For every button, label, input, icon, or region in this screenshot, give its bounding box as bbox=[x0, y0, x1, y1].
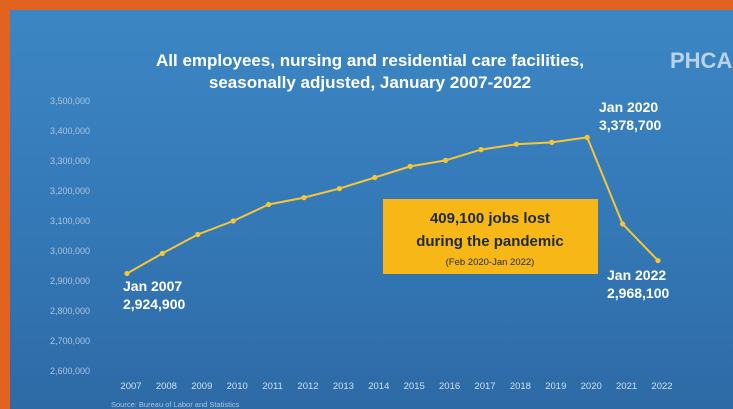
x-tick-label: 2022 bbox=[651, 381, 672, 392]
y-tick-label: 3,400,000 bbox=[50, 126, 90, 136]
annotation-start-label: Jan 2007 bbox=[123, 278, 182, 294]
annotation-end-value: 2,968,100 bbox=[607, 285, 669, 301]
annotation-peak: Jan 2020 3,378,700 bbox=[599, 99, 661, 133]
x-tick-label: 2021 bbox=[616, 381, 637, 392]
y-tick-label: 3,300,000 bbox=[50, 156, 90, 166]
callout-line-3: (Feb 2020-Jan 2022) bbox=[446, 257, 535, 268]
y-axis-ticks: 3,500,000 3,400,000 3,300,000 3,200,000 3,10… bbox=[50, 96, 90, 376]
x-tick-label: 2020 bbox=[581, 381, 602, 392]
data-point bbox=[336, 186, 342, 192]
x-tick-label: 2011 bbox=[262, 381, 282, 392]
callout-line-1: 409,100 jobs lost bbox=[430, 210, 550, 227]
x-tick-label: 2007 bbox=[120, 381, 141, 392]
data-point bbox=[513, 141, 519, 147]
data-point bbox=[443, 157, 449, 163]
x-tick-label: 2015 bbox=[404, 381, 425, 392]
data-point bbox=[620, 221, 626, 227]
annotation-end: Jan 2022 2,968,100 bbox=[607, 267, 669, 301]
annotation-start-value: 2,924,900 bbox=[123, 296, 185, 312]
data-point bbox=[549, 139, 555, 145]
data-point bbox=[655, 257, 661, 264]
x-tick-label: 2019 bbox=[545, 381, 566, 392]
data-point bbox=[301, 195, 307, 201]
data-point bbox=[159, 250, 165, 256]
x-tick-label: 2014 bbox=[368, 381, 389, 392]
y-tick-label: 3,000,000 bbox=[50, 246, 90, 256]
x-tick-label: 2008 bbox=[156, 381, 177, 392]
data-point bbox=[230, 218, 236, 224]
data-point bbox=[407, 163, 413, 169]
line-chart: PHCA All employees, nursing and resident… bbox=[50, 48, 732, 409]
annotation-peak-value: 3,378,700 bbox=[599, 117, 661, 133]
x-tick-label: 2012 bbox=[297, 381, 318, 392]
data-point bbox=[266, 201, 272, 208]
y-tick-label: 3,100,000 bbox=[50, 216, 90, 226]
chart-slide: PHCA All employees, nursing and resident… bbox=[10, 10, 733, 409]
annotation-end-label: Jan 2022 bbox=[607, 267, 666, 283]
callout-background bbox=[383, 199, 598, 274]
data-point bbox=[478, 147, 484, 153]
source-note: Source: Bureau of Labor and Statistics bbox=[111, 400, 240, 409]
y-tick-label: 3,200,000 bbox=[50, 186, 90, 196]
x-tick-label: 2009 bbox=[191, 381, 212, 392]
y-tick-label: 2,600,000 bbox=[50, 366, 90, 376]
y-tick-label: 2,700,000 bbox=[50, 336, 90, 346]
x-tick-label: 2018 bbox=[510, 381, 531, 392]
x-tick-label: 2013 bbox=[333, 381, 354, 392]
annotation-start: Jan 2007 2,924,900 bbox=[123, 278, 185, 312]
y-tick-label: 3,500,000 bbox=[50, 96, 90, 106]
data-point bbox=[195, 231, 201, 238]
x-axis-ticks: 2007 2008 2009 2010 2011 2012 2013 2014 2015 2016… bbox=[120, 381, 672, 392]
data-point bbox=[584, 134, 590, 140]
series-line bbox=[126, 136, 659, 275]
callout-box: 409,100 jobs lost during the pandemic (F… bbox=[383, 199, 598, 274]
chart-title-line-2: seasonally adjusted, January 2007-2022 bbox=[209, 73, 531, 92]
data-point bbox=[124, 270, 130, 277]
data-point bbox=[372, 174, 378, 181]
x-tick-label: 2017 bbox=[474, 381, 495, 392]
callout-line-2: during the pandemic bbox=[416, 233, 564, 250]
x-tick-label: 2016 bbox=[439, 381, 460, 392]
chart-title-line-1: All employees, nursing and residential c… bbox=[156, 51, 584, 70]
x-tick-label: 2010 bbox=[227, 381, 248, 392]
phca-logo: PHCA bbox=[670, 48, 732, 73]
y-tick-label: 2,900,000 bbox=[50, 276, 90, 286]
y-tick-label: 2,800,000 bbox=[50, 306, 90, 316]
annotation-peak-label: Jan 2020 bbox=[599, 99, 658, 115]
series-employees bbox=[124, 134, 661, 277]
